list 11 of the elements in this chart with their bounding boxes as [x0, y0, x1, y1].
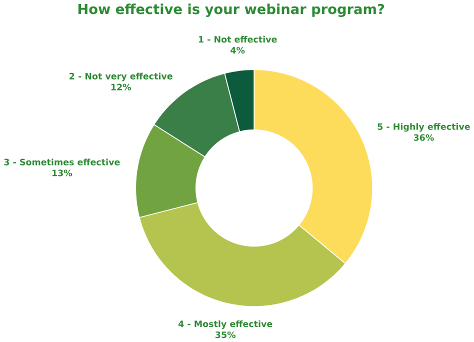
data-label: 4% [230, 47, 245, 54]
slice-label: 5 - Highly effective [378, 123, 470, 132]
chart-title: How effective is your webinar program? [78, 4, 384, 18]
data-label: 12% [111, 84, 132, 91]
slice-label: 4 - Mostly effective [178, 320, 272, 330]
slice-label: 2 - Not very effective [70, 72, 172, 82]
data-label: 13% [52, 170, 72, 176]
data-label: 36% [414, 134, 434, 141]
slice-label: 1 - Not effective [198, 36, 277, 43]
data-label: 35% [215, 332, 236, 338]
slice-label: 3 - Sometimes effective [4, 158, 120, 166]
